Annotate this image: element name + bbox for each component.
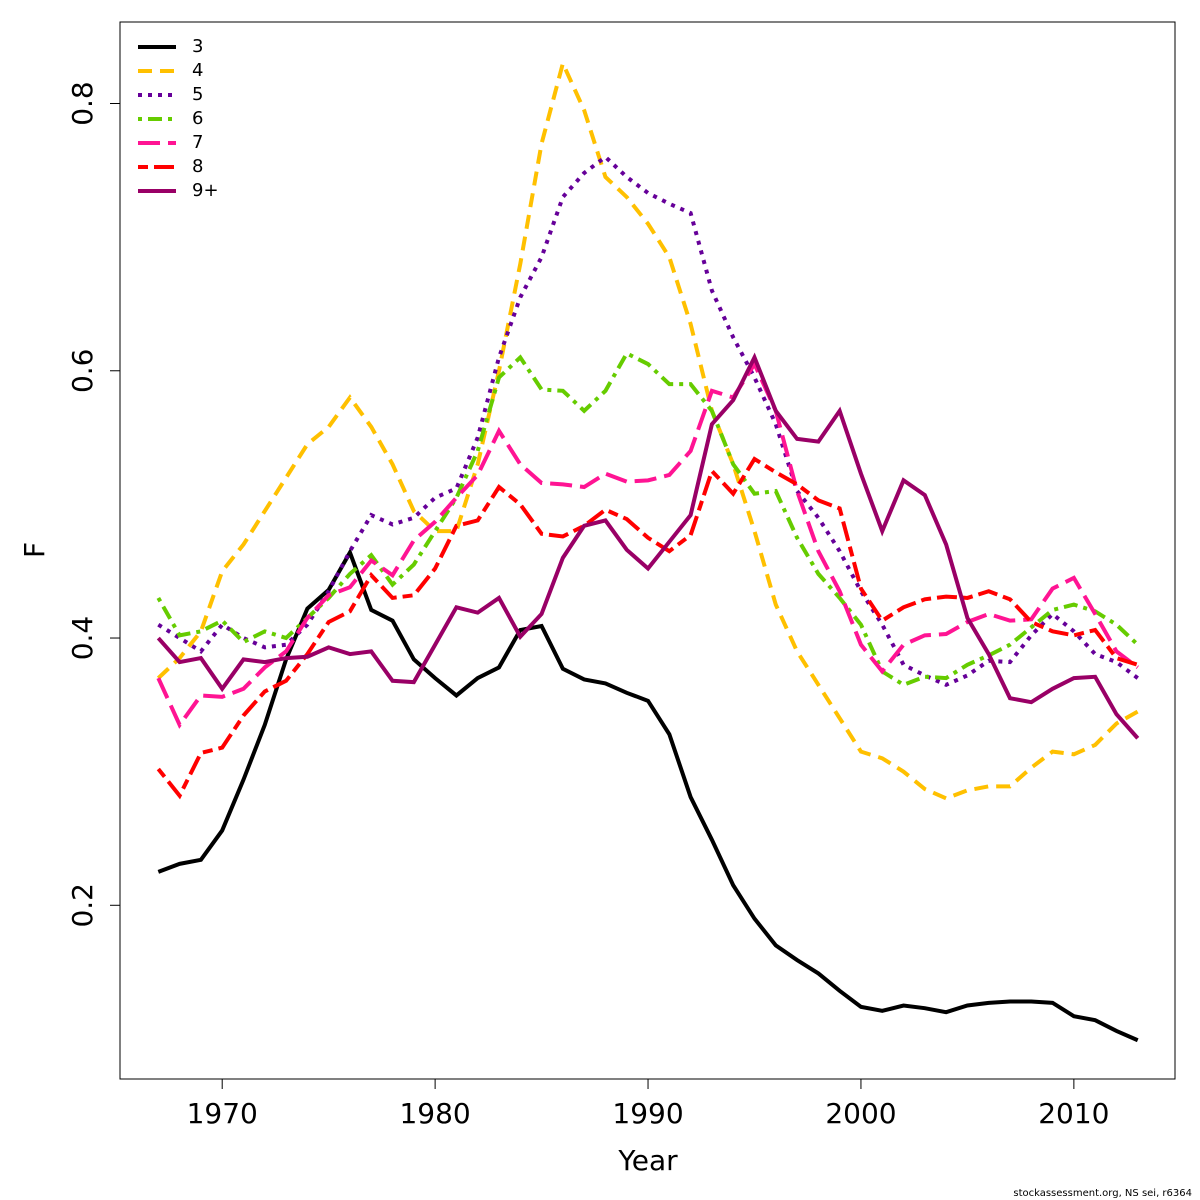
legend-label: 4 [192,60,203,81]
y-tick-label: 0.2 [66,883,99,928]
y-tick-label: 0.6 [66,349,99,394]
series-line [157,547,1139,1043]
series-line [156,57,1139,801]
plot-frame [119,21,1176,1080]
y-axis-label: F [18,542,51,558]
source-note: stockassessment.org, NS sei, r6364 [1013,1188,1192,1199]
legend-label: 3 [192,36,203,57]
y-tick-label: 0.8 [66,81,99,126]
series-line [156,456,1139,800]
y-tick-label: 0.4 [66,616,99,661]
legend-label: 9+ [192,180,219,201]
legend-label: 7 [192,132,203,153]
x-tick-label: 1980 [399,1097,470,1130]
series-line [156,359,1139,729]
legend-label: 5 [192,84,203,105]
x-axis-label: Year [617,1144,678,1177]
x-tick-label: 2000 [825,1097,896,1130]
series-line [157,154,1139,687]
x-tick-label: 1990 [612,1097,683,1130]
legend-label: 8 [192,156,203,177]
series-line [156,352,1140,740]
legend-label: 6 [192,108,203,129]
x-tick-label: 1970 [187,1097,258,1130]
series-line [156,350,1140,688]
x-tick-label: 2010 [1038,1097,1109,1130]
